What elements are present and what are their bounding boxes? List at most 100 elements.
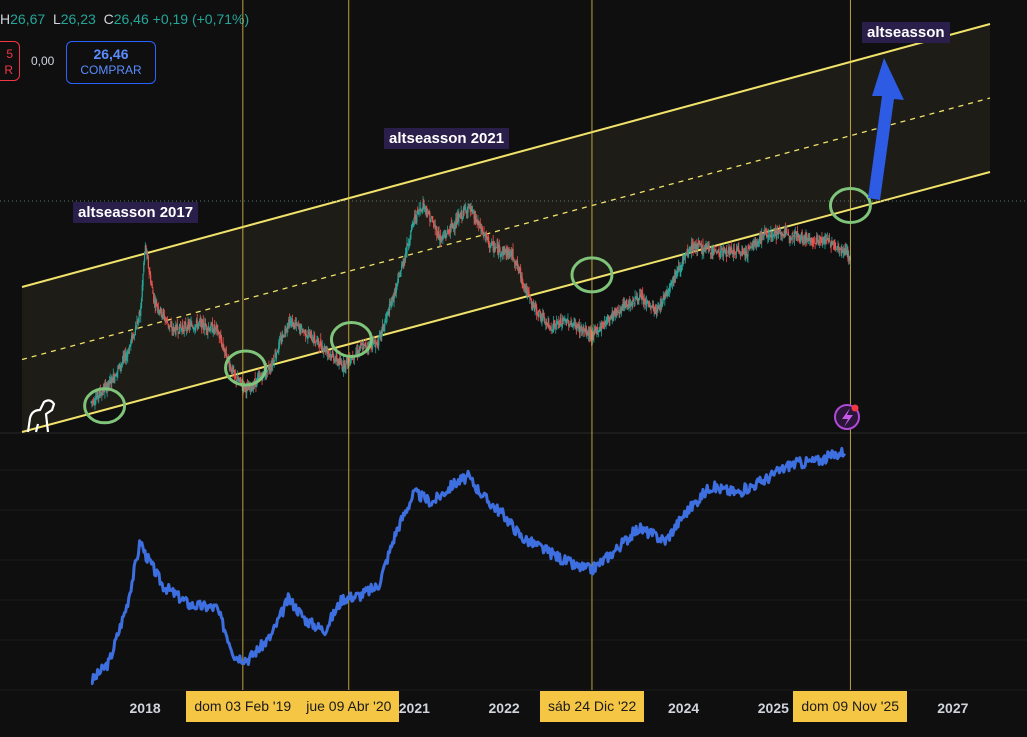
candle-body [632, 300, 634, 306]
candle-body [134, 327, 136, 335]
candle-body [197, 324, 199, 329]
candle-body [244, 386, 246, 388]
candle-body [381, 329, 383, 337]
candle-body [140, 306, 142, 317]
candle-body [121, 361, 124, 363]
candle-body [99, 389, 101, 394]
candle-body [748, 245, 750, 249]
candle-body [844, 247, 846, 252]
candle-body [397, 278, 399, 284]
candle-body [91, 401, 93, 403]
candle-body [717, 250, 719, 252]
candle-body [383, 325, 385, 331]
candle-body [413, 221, 415, 223]
candle-body [728, 249, 730, 251]
candle-body [663, 294, 665, 299]
candle-body [364, 342, 366, 344]
candle-body [648, 304, 651, 307]
candle-body [810, 237, 812, 243]
candle-body [639, 294, 641, 299]
candle-body [446, 229, 449, 234]
candle-body [500, 252, 503, 256]
candle-body [720, 249, 722, 253]
candle-body [421, 208, 423, 211]
candle-body [574, 323, 576, 325]
candle-body [566, 321, 568, 324]
label-altseason-2017[interactable]: altseasson 2017 [73, 202, 199, 223]
candle-body [520, 268, 522, 279]
channel-lower-line[interactable] [21, 171, 991, 433]
candle-body [809, 238, 811, 241]
close-value: 26,46 [113, 11, 149, 27]
date-marker-label[interactable]: jue 09 Abr '20 [298, 691, 400, 722]
candle-body [232, 367, 234, 372]
candle-body [288, 320, 290, 325]
candle-body [147, 256, 149, 268]
candle-body [512, 248, 514, 259]
candle-body [464, 208, 466, 210]
buy-button[interactable]: 26,46 COMPRAR [66, 41, 156, 84]
candle-body [299, 324, 301, 333]
candle-body [822, 237, 825, 241]
candle-body [341, 364, 343, 370]
candle-body [248, 385, 250, 391]
date-marker-label[interactable]: sáb 24 Dic '22 [539, 691, 645, 722]
candle-body [824, 239, 826, 246]
candle-body [452, 223, 454, 229]
candle-body [693, 243, 696, 247]
candle-body [465, 210, 468, 214]
candle-body [401, 262, 404, 267]
sell-button[interactable]: 5 R [0, 41, 20, 81]
candle-body [689, 249, 691, 251]
candle-body [484, 235, 486, 237]
candle-body [747, 247, 749, 257]
candle-body [574, 324, 577, 328]
candle-body [429, 212, 431, 222]
candle-body [751, 243, 753, 246]
candle-body [283, 335, 285, 337]
candle-body [323, 349, 325, 352]
candle-body [457, 213, 459, 221]
candle-body [190, 323, 192, 326]
candle-body [237, 376, 239, 382]
label-altseason-2021[interactable]: altseasson 2021 [384, 128, 510, 149]
candle-body [223, 347, 225, 352]
candle-body [361, 344, 363, 346]
candle-body [373, 339, 375, 344]
channel-upper-line[interactable] [21, 23, 991, 288]
channel-mid-line[interactable] [21, 97, 991, 361]
candle-body [681, 260, 683, 267]
candle-body [320, 339, 322, 347]
candle-body [433, 224, 436, 226]
candle-body [811, 237, 813, 242]
date-marker-label[interactable]: dom 03 Feb '19 [186, 691, 300, 722]
candle-body [192, 326, 194, 328]
candle-body [221, 340, 223, 346]
candle-body [117, 367, 119, 372]
candle-body [458, 214, 460, 224]
candle-body [813, 241, 815, 243]
candle-body [715, 249, 717, 251]
candle-body [97, 391, 99, 397]
candle-body [637, 298, 639, 302]
candle-body [478, 222, 481, 225]
date-marker-label[interactable]: dom 09 Nov '25 [793, 691, 908, 722]
candle-body [806, 238, 809, 241]
candle-body [311, 340, 313, 343]
candle-body [333, 355, 335, 361]
candle-body [630, 305, 632, 307]
candle-body [606, 317, 608, 323]
candle-body [180, 328, 182, 330]
candle-body [420, 208, 422, 212]
candle-body [161, 315, 163, 318]
candle-body [384, 321, 386, 327]
candle-body [636, 297, 638, 300]
label-altseason-target[interactable]: altseasson [862, 22, 950, 43]
candle-body [593, 329, 595, 337]
candle-body [294, 323, 296, 325]
lightning-alert-icon[interactable] [834, 404, 860, 430]
dino-logo-icon[interactable] [26, 399, 56, 433]
candle-body [764, 229, 767, 235]
candle-body [842, 250, 844, 254]
